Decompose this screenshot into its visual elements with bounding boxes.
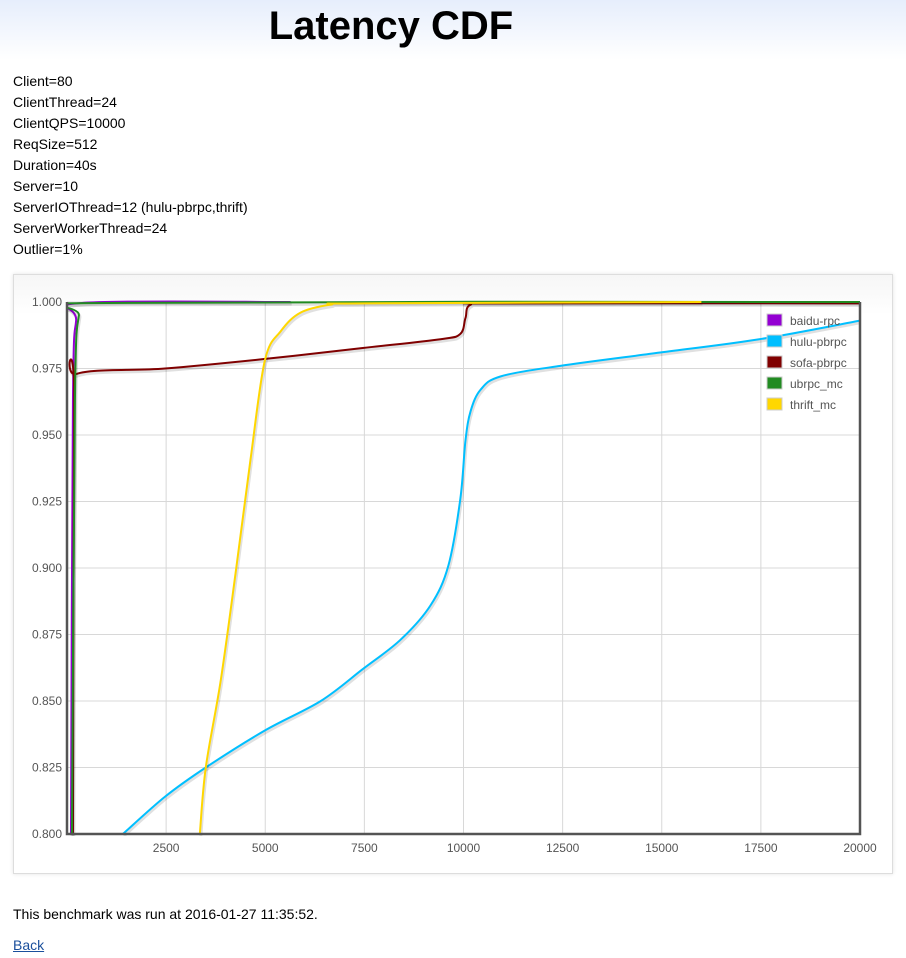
legend-label: ubrpc_mc <box>790 377 843 391</box>
legend-swatch <box>766 313 783 327</box>
series-shadow <box>122 321 861 836</box>
y-tick-label: 0.925 <box>32 495 62 509</box>
legend-label: sofa-pbrpc <box>790 356 847 370</box>
param-line: Client=80 <box>13 73 73 89</box>
legend-swatch <box>766 376 783 390</box>
y-tick-label: 0.875 <box>32 628 62 642</box>
param-line: Outlier=1% <box>13 241 83 257</box>
x-tick-label: 12500 <box>546 841 580 855</box>
param-line: ClientThread=24 <box>13 94 117 110</box>
legend-swatch <box>766 355 783 369</box>
benchmark-params: Client=80 ClientThread=24 ClientQPS=10000 R… <box>13 71 248 260</box>
back-link[interactable]: Back <box>13 937 45 953</box>
param-line: Server=10 <box>13 178 78 194</box>
y-tick-label: 1.000 <box>32 295 62 309</box>
x-tick-label: 15000 <box>645 841 679 855</box>
y-tick-label: 0.900 <box>32 561 62 575</box>
y-tick-label: 0.800 <box>32 827 62 841</box>
legend-swatch <box>766 334 783 348</box>
series-line-thrift_mc <box>198 301 702 834</box>
x-tick-label: 10000 <box>447 841 481 855</box>
param-line: ServerIOThread=12 (hulu-pbrpc,thrift) <box>13 199 248 215</box>
legend-label: baidu-rpc <box>790 314 840 328</box>
param-line: ServerWorkerThread=24 <box>13 220 168 236</box>
page-title: Latency CDF <box>268 4 514 48</box>
series-line-hulu-pbrpc <box>122 319 860 834</box>
legend-label: thrift_mc <box>790 398 836 412</box>
y-tick-label: 0.825 <box>32 761 62 775</box>
x-tick-label: 20000 <box>843 841 877 855</box>
series-shadow <box>199 302 703 836</box>
legend-label: hulu-pbrpc <box>790 335 847 349</box>
param-line: ReqSize=512 <box>13 136 98 152</box>
param-line: Duration=40s <box>13 157 97 173</box>
y-tick-label: 0.850 <box>32 694 62 708</box>
param-line: ClientQPS=10000 <box>13 115 126 131</box>
series-line-baidu-rpc <box>67 300 291 834</box>
y-tick-label: 0.975 <box>32 362 62 376</box>
plot-frame <box>65 302 862 836</box>
y-tick-label: 0.950 <box>32 428 62 442</box>
x-tick-label: 2500 <box>153 841 180 855</box>
x-tick-label: 7500 <box>351 841 378 855</box>
x-tick-label: 5000 <box>252 841 279 855</box>
x-tick-label: 17500 <box>744 841 778 855</box>
legend-swatch <box>766 397 783 411</box>
run-timestamp: This benchmark was run at 2016-01-27 11:… <box>13 906 318 922</box>
